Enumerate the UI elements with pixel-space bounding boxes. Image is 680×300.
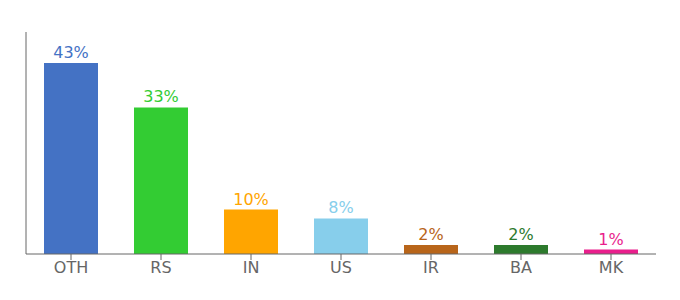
svg-text:OTH: OTH <box>54 258 88 277</box>
svg-text:BA: BA <box>510 258 532 277</box>
svg-text:1%: 1% <box>598 230 623 249</box>
svg-text:33%: 33% <box>143 87 179 106</box>
svg-text:2%: 2% <box>418 225 443 244</box>
svg-text:IN: IN <box>243 258 260 277</box>
svg-text:8%: 8% <box>328 198 353 217</box>
svg-text:RS: RS <box>150 258 171 277</box>
svg-text:2%: 2% <box>508 225 533 244</box>
svg-text:10%: 10% <box>233 190 269 209</box>
svg-text:MK: MK <box>599 258 624 277</box>
svg-text:43%: 43% <box>53 43 89 62</box>
svg-text:IR: IR <box>423 258 439 277</box>
svg-text:US: US <box>330 258 352 277</box>
